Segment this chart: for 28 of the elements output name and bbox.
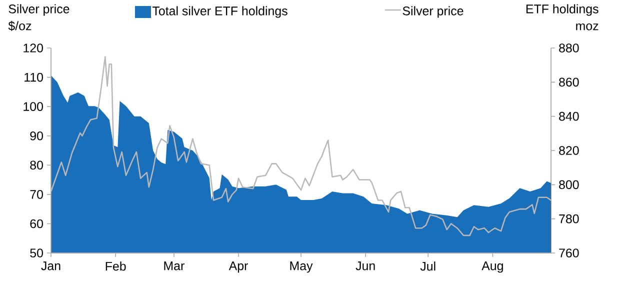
- y2-tick-label: 800: [559, 180, 579, 190]
- y2-tick-label: 860: [559, 78, 579, 87]
- y2-tick-label: 880: [559, 44, 579, 52]
- x-tick-label: Apr: [228, 262, 248, 273]
- x-tick-label: Jul: [420, 262, 436, 271]
- y-tick-label: 100: [24, 102, 43, 111]
- x-tick-label: Mar: [164, 262, 184, 270]
- legend-label: Silver price: [402, 6, 464, 18]
- y-tick-label: 80: [30, 160, 43, 170]
- y-tick-label: 90: [30, 131, 43, 140]
- y2-tick-label: 820: [559, 146, 579, 155]
- x-tick-label: Jun: [356, 262, 375, 270]
- line-series: [50, 56, 552, 236]
- x-tick-label: Jan: [41, 262, 60, 270]
- y2-tick-label: 760: [559, 248, 579, 258]
- x-tick-label: Feb: [106, 262, 126, 271]
- y-tick-label: 120: [24, 44, 43, 52]
- x-tick-label: Aug: [482, 262, 503, 273]
- y-tick-label: 60: [30, 219, 43, 228]
- y2-tick-label: 780: [559, 214, 579, 224]
- y2-axis-title: ETF holdings moz: [526, 4, 598, 30]
- y-tick-label: 110: [24, 72, 43, 82]
- x-tick-label: May: [290, 262, 313, 273]
- y-tick-label: 50: [30, 248, 43, 258]
- y2-tick-label: 840: [559, 112, 579, 121]
- y-axis-title: Silver price $/oz: [8, 4, 70, 32]
- y-tick-label: 70: [30, 190, 43, 199]
- legend-label: Total silver ETF holdings: [152, 6, 288, 18]
